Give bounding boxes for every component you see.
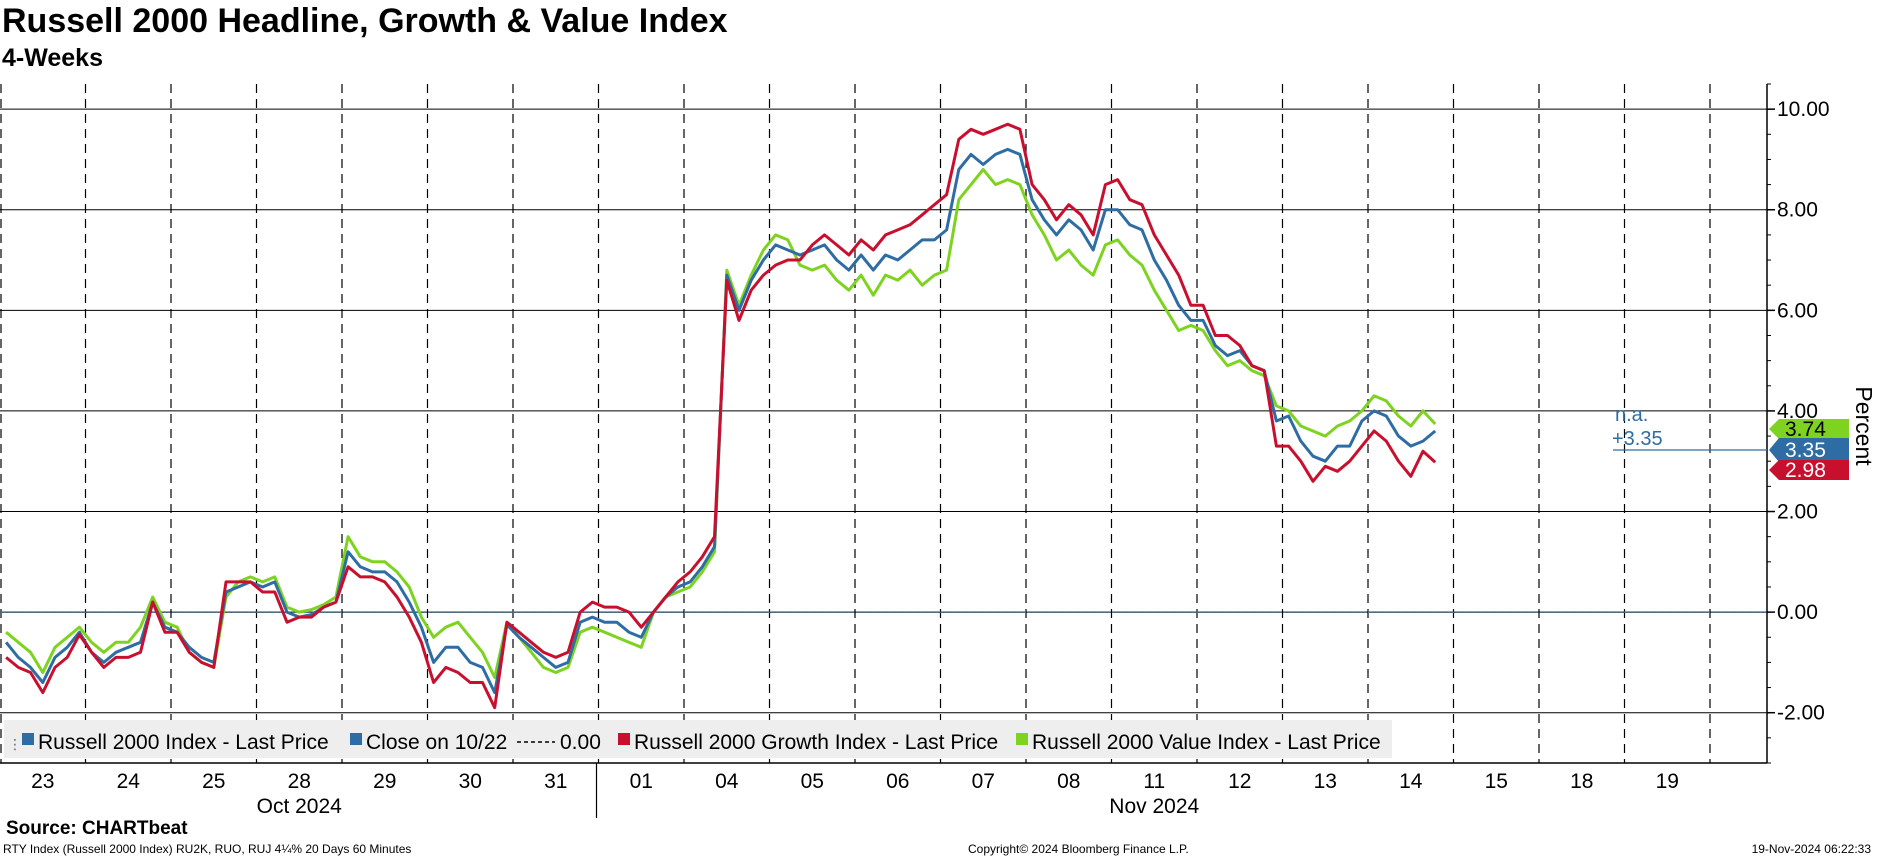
y-tick-label: 8.00	[1777, 199, 1818, 222]
x-tick-label: 12	[1228, 770, 1251, 793]
x-tick-label: 14	[1399, 770, 1423, 793]
footer-timestamp: 19-Nov-2024 06:22:33	[1751, 842, 1871, 856]
legend-suffix-1: 0.00	[560, 731, 601, 754]
page-title: Russell 2000 Headline, Growth & Value In…	[2, 2, 728, 40]
badge-value-2: 2.98	[1785, 459, 1826, 482]
x-tick-label: 24	[117, 770, 141, 793]
series-layer	[4, 122, 1437, 710]
day-separators	[0, 84, 1711, 763]
grid-layer	[0, 108, 1767, 714]
x-tick-label: 28	[288, 770, 311, 793]
value-badges: 3.743.352.98	[1613, 418, 1849, 482]
badge-shape-2	[1769, 460, 1849, 480]
y-axis: -2.00 0.00 2.00 4.00 6.00 8.00 10.00	[0, 83, 1830, 764]
legend-label-1: Close on 10/22	[366, 731, 507, 754]
badge-value-1: 3.35	[1785, 439, 1826, 462]
x-tick-label: 01	[630, 770, 653, 793]
x-tick-label: 18	[1570, 770, 1593, 793]
x-tick-label: 08	[1057, 770, 1080, 793]
x-tick-label: 31	[544, 770, 567, 793]
y-tick-label: 2.00	[1777, 501, 1818, 524]
x-tick-label: 23	[31, 770, 54, 793]
y-tick-label: 4.00	[1777, 400, 1818, 423]
x-tick-label: 05	[801, 770, 824, 793]
x-tick-label: 07	[972, 770, 995, 793]
legend-label-2: Russell 2000 Growth Index - Last Price	[634, 731, 998, 754]
legend-swatch-2	[618, 733, 630, 745]
annotation-na: n.a.	[1615, 404, 1648, 426]
x-tick-label: 15	[1485, 770, 1508, 793]
x-tick-label: 11	[1143, 770, 1165, 793]
x-tick-label: 29	[373, 770, 396, 793]
badge-shape-0	[1769, 419, 1849, 439]
y-tick-label: 6.00	[1777, 299, 1818, 322]
legend-label-3: Russell 2000 Value Index - Last Price	[1032, 731, 1381, 754]
legend-background	[4, 720, 1392, 758]
x-tick-label: 25	[202, 770, 225, 793]
legend-swatch-1	[350, 733, 362, 745]
y-tick-label: 0.00	[1777, 601, 1818, 624]
annotation-last-change: +3.35	[1612, 428, 1663, 450]
page-subtitle: 4-Weeks	[2, 44, 103, 72]
x-tick-label: 06	[886, 770, 909, 793]
footer-copyright: Copyright© 2024 Bloomberg Finance L.P.	[968, 842, 1189, 856]
x-tick-label: 19	[1656, 770, 1679, 793]
x-tick-label: 04	[715, 770, 739, 793]
legend-swatch-3	[1016, 733, 1028, 745]
x-tick-label: 30	[459, 770, 482, 793]
x-tick-label: 13	[1314, 770, 1337, 793]
y-tick-label: -2.00	[1777, 702, 1825, 725]
x-axis: 23 24 25 28 29 30 31 01 04 05 06 07 08 11 12 13 14 15 18 19…	[31, 763, 1679, 818]
legend-grip-icon: ⋮	[8, 736, 22, 752]
month-label: Oct 2024	[257, 795, 343, 818]
y-tick-label: 10.00	[1777, 98, 1830, 121]
series-line-growth	[5, 122, 1437, 710]
month-label: Nov 2024	[1109, 795, 1199, 818]
legend-swatch-0	[22, 733, 34, 745]
badge-value-0: 3.74	[1785, 418, 1826, 441]
legend-label-0: Russell 2000 Index - Last Price	[38, 731, 329, 754]
legend: ⋮ Russell 2000 Index - Last Price Close on…	[4, 720, 1392, 758]
badge-shape-1	[1769, 438, 1849, 462]
source-note: Source: CHARTbeat	[6, 818, 188, 839]
footer-ticker: RTY Index (Russell 2000 Index) RU2K, RUO…	[3, 842, 412, 856]
y-axis-label: Percent	[1851, 386, 1877, 466]
